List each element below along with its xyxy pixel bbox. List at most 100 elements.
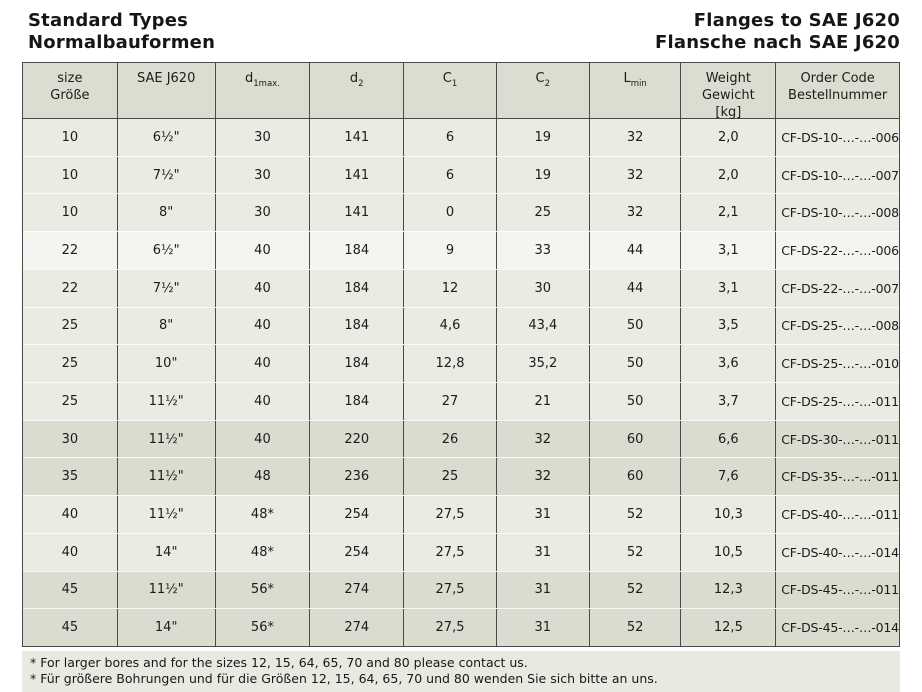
cell-weight: 3,1 [681,232,777,269]
cell-d2: 236 [310,458,405,496]
cell-c2: 30 [497,269,590,307]
cell-c1: 0 [404,194,497,232]
cell-order-code: CF-DS-30-…-…-011 [781,431,899,447]
table-row: 30 11½" 40 220 26 32 60 6,6 CF-DS-30-…-…… [23,419,899,458]
col-header-d1-base: d [245,71,254,86]
cell-sae-j620: 8" [118,307,216,345]
cell-d2: 274 [310,609,405,647]
cell-d2: 141 [310,119,405,156]
cell-lmin: 52 [590,496,682,533]
flange-table: size Größe SAE J620 d1max. d2 C1 C2 Lmin [22,62,900,647]
col-header-weight-en: Weight [705,71,752,86]
cell-sae-j620: 11½" [118,571,216,609]
cell-sae-j620: 11½" [118,496,216,533]
cell-sae-j620: 8" [118,194,216,232]
cell-order-code: CF-DS-45-…-…-011 [781,582,899,598]
cell-lmin: 60 [590,420,682,458]
cell-d1max: 30 [216,194,311,232]
cell-sae-j620: 14" [118,533,216,571]
footnotes: * For larger bores and for the sizes 12,… [22,651,900,692]
table-body: 10 6½" 30 141 6 19 32 2,0 CF-DS-10-…-…-0… [23,119,899,647]
table-row: 10 8" 30 141 0 25 32 2,1 CF-DS-10-…-…-00… [23,193,899,232]
table-header-row: size Größe SAE J620 d1max. d2 C1 C2 Lmin [23,63,899,120]
cell-weight: 10,5 [681,533,777,571]
col-header-order-en: Order Code [800,71,875,86]
cell-d1max: 40 [216,307,311,345]
cell-lmin: 52 [590,571,682,609]
cell-d1max: 48 [216,458,311,496]
cell-c1: 27,5 [404,571,497,609]
cell-d2: 274 [310,571,405,609]
cell-size: 40 [23,533,118,571]
cell-weight: 12,5 [681,609,777,647]
cell-d1max: 40 [216,420,311,458]
cell-c2: 31 [497,609,590,647]
cell-weight: 12,3 [681,571,777,609]
cell-d1max: 48* [216,533,311,571]
cell-d2: 254 [310,533,405,571]
cell-lmin: 52 [590,533,682,571]
table-row: 22 7½" 40 184 12 30 44 3,1 CF-DS-22-…-…-… [23,268,899,307]
cell-order-code: CF-DS-45-…-…-014 [781,620,899,636]
col-header-d1max: d1max. [216,63,311,118]
cell-order-code: CF-DS-22-…-…-007 [781,280,899,296]
footnote-en: * For larger bores and for the sizes 12,… [30,655,528,670]
cell-sae-j620: 6½" [118,232,216,269]
cell-order-code: CF-DS-40-…-…-014 [781,544,899,560]
cell-d1max: 40 [216,232,311,269]
table-row: 45 14" 56* 274 27,5 31 52 12,5 CF-DS-45-… [23,608,899,647]
cell-lmin: 50 [590,307,682,345]
col-header-c2-sub: 2 [544,79,551,89]
page-title-en: Standard Types [28,10,189,31]
cell-sae-j620: 7½" [118,156,216,194]
cell-size: 22 [23,269,118,307]
table-row: 25 8" 40 184 4,6 43,4 50 3,5 CF-DS-25-…-… [23,306,899,345]
cell-c2: 21 [497,383,590,420]
cell-order-code: CF-DS-40-…-…-011 [781,507,899,523]
cell-c2: 19 [497,156,590,194]
cell-weight: 3,5 [681,307,777,345]
col-header-size-en: size [57,71,83,86]
cell-size: 45 [23,609,118,647]
page-subtitle-de: Flansche nach SAE J620 [655,32,900,53]
cell-d2: 184 [310,307,405,345]
table-row: 25 10" 40 184 12,8 35,2 50 3,6 CF-DS-25-… [23,344,899,383]
cell-sae-j620: 11½" [118,458,216,496]
cell-lmin: 60 [590,458,682,496]
cell-sae-j620: 11½" [118,383,216,420]
col-header-weight: Weight Gewicht [kg] [681,63,777,120]
cell-size: 40 [23,496,118,533]
col-header-sae-j620: SAE J620 [118,63,216,118]
cell-d1max: 56* [216,571,311,609]
table-row: 35 11½" 48 236 25 32 60 7,6 CF-DS-35-…-…… [23,457,899,496]
cell-c1: 27 [404,383,497,420]
cell-c1: 9 [404,232,497,269]
cell-c1: 27,5 [404,496,497,533]
cell-size: 30 [23,420,118,458]
cell-d1max: 48* [216,496,311,533]
title-left: Standard Types Normalbauformen [22,10,215,54]
cell-c2: 25 [497,194,590,232]
cell-weight: 2,0 [681,156,777,194]
cell-d1max: 40 [216,269,311,307]
cell-d2: 184 [310,383,405,420]
cell-size: 22 [23,232,118,269]
col-header-d1-sub: 1max. [253,79,280,89]
cell-lmin: 50 [590,345,682,383]
cell-c2: 19 [497,119,590,156]
col-header-lmin: Lmin [590,63,682,118]
cell-d2: 254 [310,496,405,533]
cell-weight: 10,3 [681,496,777,533]
cell-size: 25 [23,345,118,383]
page-title-de: Normalbauformen [28,32,216,53]
col-header-lmin-sub: min [630,79,647,89]
cell-d1max: 40 [216,345,311,383]
cell-d1max: 56* [216,609,311,647]
col-header-size-de: Größe [50,88,90,103]
cell-c2: 31 [497,533,590,571]
col-header-c1-sub: 1 [451,79,458,89]
cell-size: 10 [23,194,118,232]
cell-weight: 3,7 [681,383,777,420]
cell-d1max: 30 [216,119,311,156]
cell-order-code: CF-DS-10-…-…-006 [781,129,899,145]
